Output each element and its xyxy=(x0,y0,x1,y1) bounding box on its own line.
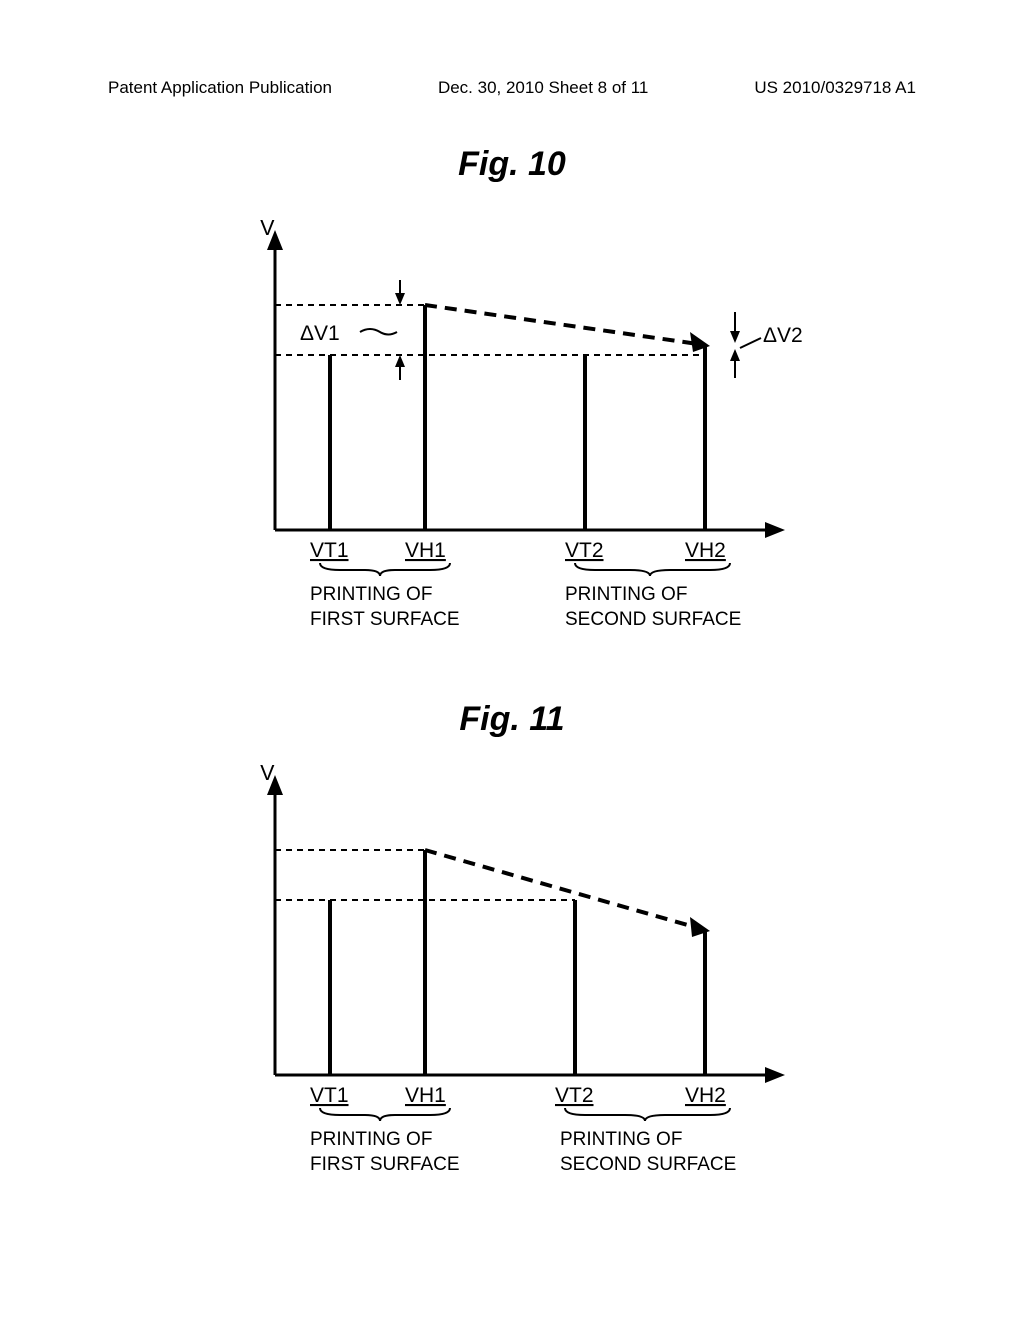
fig11-group1-line1: PRINTING OF xyxy=(560,1129,682,1150)
fig10-group0-line1: PRINTING OF xyxy=(310,584,432,605)
fig10-svg: V ΔV1 xyxy=(205,220,845,640)
fig10-y-label: V xyxy=(260,220,275,240)
fig11-bar3-label: VH2 xyxy=(685,1084,726,1107)
fig10-group0-line2: FIRST SURFACE xyxy=(310,609,460,630)
fig10-group1-line2: SECOND SURFACE xyxy=(565,609,741,630)
fig11-svg: V VT1 VH1 VT2 VH2 PRINTING OF FIRST SURF… xyxy=(205,765,845,1185)
fig10-title: Fig. 10 xyxy=(458,145,566,184)
fig11-group1-line2: SECOND SURFACE xyxy=(560,1154,736,1175)
fig10-group1-line1: PRINTING OF xyxy=(565,584,687,605)
fig11-group0-line1: PRINTING OF xyxy=(310,1129,432,1150)
fig11-group0-line2: FIRST SURFACE xyxy=(310,1154,460,1175)
fig11-bar1-label: VH1 xyxy=(405,1084,446,1107)
fig11-bar2-label: VT2 xyxy=(555,1084,594,1107)
fig11-title: Fig. 11 xyxy=(459,700,564,739)
fig11-bar0-label: VT1 xyxy=(310,1084,349,1107)
page-header: Patent Application Publication Dec. 30, … xyxy=(0,78,1024,98)
fig10-dv1-label: ΔV1 xyxy=(300,322,340,345)
header-left: Patent Application Publication xyxy=(108,78,332,98)
header-center: Dec. 30, 2010 Sheet 8 of 11 xyxy=(438,78,648,98)
fig11-chart: V VT1 VH1 VT2 VH2 PRINTING OF FIRST SURF… xyxy=(205,765,845,1185)
fig10-bar2-label: VT2 xyxy=(565,539,604,562)
fig10-bar1-label: VH1 xyxy=(405,539,446,562)
fig10-bar0-label: VT1 xyxy=(310,539,349,562)
page: Patent Application Publication Dec. 30, … xyxy=(0,0,1024,1320)
header-right: US 2010/0329718 A1 xyxy=(754,78,916,98)
fig11-y-label: V xyxy=(260,765,275,785)
fig10-dv2-label: ΔV2 xyxy=(763,324,803,347)
fig10-bar3-label: VH2 xyxy=(685,539,726,562)
fig10-chart: V ΔV1 xyxy=(205,220,845,640)
